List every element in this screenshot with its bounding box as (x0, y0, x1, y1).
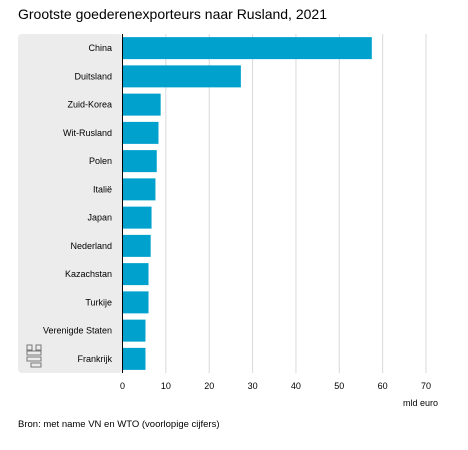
bar (122, 178, 156, 201)
x-tick-labels: 0 10 20 30 40 50 60 70 (120, 381, 431, 391)
bar (122, 347, 146, 370)
bars (122, 37, 372, 370)
x-tick-label: 70 (421, 381, 431, 391)
x-tick-label: 60 (378, 381, 388, 391)
source-note: Bron: met name VN en WTO (voorlopige cij… (18, 419, 220, 430)
gridlines (165, 34, 427, 373)
category-label: Duitsland (74, 71, 112, 81)
bar (122, 291, 149, 314)
category-label: Frankrijk (77, 354, 112, 364)
category-panel (18, 34, 122, 373)
category-label: Turkije (85, 297, 112, 307)
bar (122, 150, 157, 173)
chart-title: Grootste goederenexporteurs naar Rusland… (18, 6, 327, 22)
bar (122, 37, 372, 60)
category-labels: China Duitsland Zuid-Korea Wit-Rusland Polen… (43, 43, 113, 364)
bar (122, 234, 151, 257)
category-label: Nederland (70, 241, 112, 251)
x-tick-label: 20 (204, 381, 214, 391)
x-tick-label: 40 (291, 381, 301, 391)
bar (122, 206, 152, 229)
category-label: Verenigde Staten (43, 326, 112, 336)
category-label: Kazachstan (65, 269, 112, 279)
category-label: Zuid-Korea (67, 100, 112, 110)
x-tick-label: 50 (334, 381, 344, 391)
x-tick-label: 30 (248, 381, 258, 391)
x-tick-label: 10 (161, 381, 171, 391)
bar (122, 121, 159, 144)
category-label: Japan (87, 213, 112, 223)
bar (122, 319, 146, 342)
category-label: Wit-Rusland (63, 128, 112, 138)
bar (122, 263, 149, 286)
x-tick-label: 0 (120, 381, 125, 391)
bar (122, 65, 241, 88)
category-label: Polen (89, 156, 112, 166)
category-label: China (88, 43, 112, 53)
category-label: Italië (93, 184, 112, 194)
x-axis-unit: mld euro (403, 398, 438, 408)
bar (122, 93, 161, 116)
cbs-logo-icon (26, 344, 42, 368)
